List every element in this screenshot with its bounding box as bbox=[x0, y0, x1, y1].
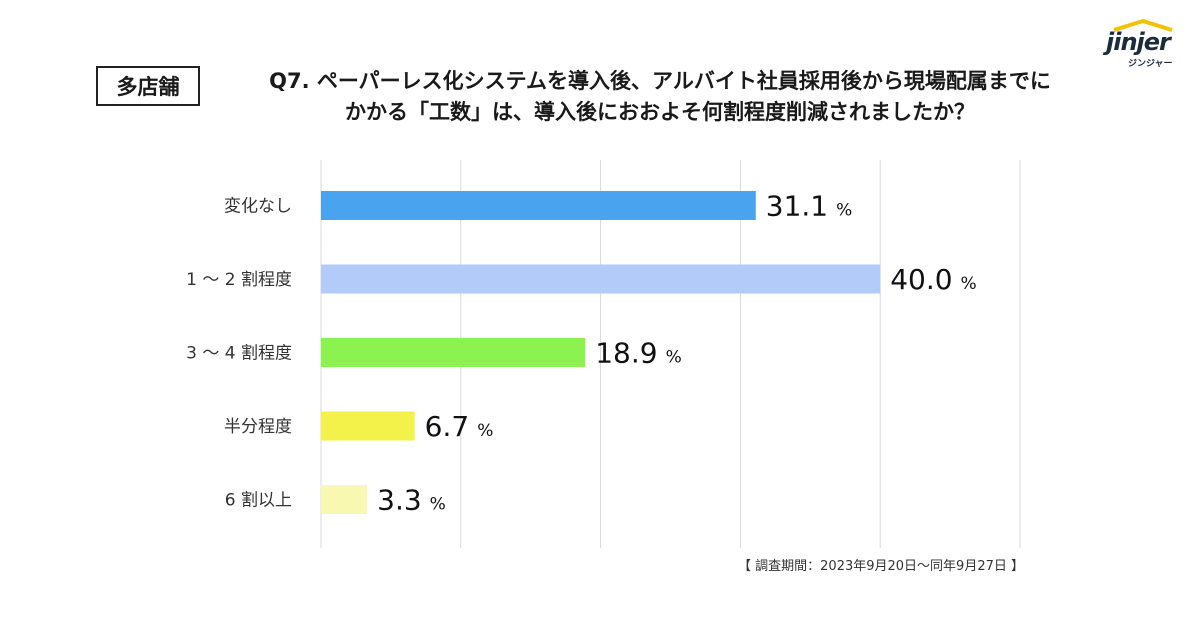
question-title: Q7. ペーパーレス化システムを導入後、アルバイト社員採用後から現場配属までに … bbox=[220, 66, 1100, 128]
bar bbox=[321, 338, 586, 367]
logo-roof-icon bbox=[1113, 19, 1173, 32]
logo-wordmark: jinjer bbox=[1106, 28, 1171, 56]
category-label: 変化なし bbox=[224, 197, 292, 217]
title-line-2: かかる「工数」は、導入後におおよそ何割程度削減されましたか？ bbox=[345, 100, 975, 124]
title-line-1: Q7. ペーパーレス化システムを導入後、アルバイト社員採用後から現場配属までに bbox=[269, 69, 1051, 93]
category-label: 6 割以上 bbox=[225, 491, 292, 511]
value-label: 3.3% bbox=[377, 484, 446, 517]
category-badge: 多店舗 bbox=[96, 66, 200, 106]
value-label: 6.7% bbox=[425, 410, 494, 443]
survey-period-note: 【 調査期間：2023年9月20日〜同年9月27日 】 bbox=[738, 559, 1024, 574]
bar bbox=[321, 191, 756, 220]
jinjer-logo: jinjer ジンジャー bbox=[1098, 18, 1188, 69]
value-label: 31.1% bbox=[766, 190, 853, 223]
bar bbox=[321, 485, 368, 514]
value-label: 40.0% bbox=[890, 263, 977, 296]
category-label: 1 〜 2 割程度 bbox=[186, 270, 292, 290]
bar bbox=[321, 411, 415, 441]
logo-subtext: ジンジャー bbox=[1128, 59, 1173, 69]
category-label: 3 〜 4 割程度 bbox=[186, 344, 292, 364]
category-label: 半分程度 bbox=[224, 417, 292, 437]
bar bbox=[321, 264, 881, 294]
value-label: 18.9% bbox=[595, 337, 682, 370]
